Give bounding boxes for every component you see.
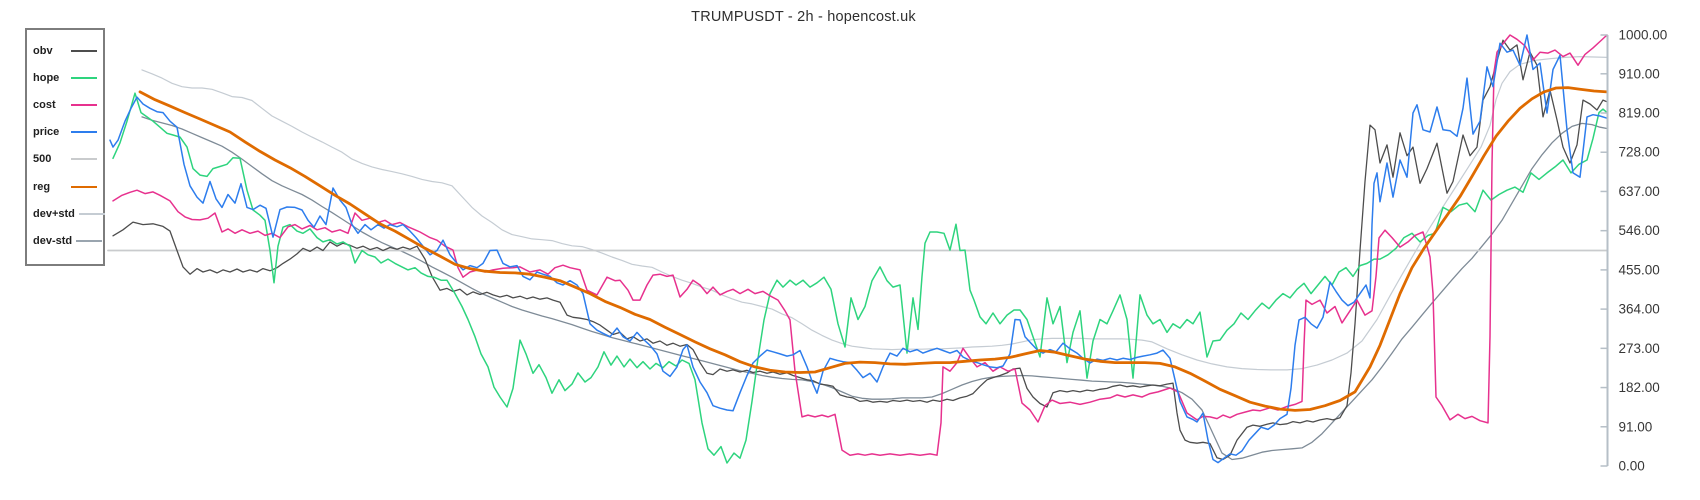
y-axis-label: 910.00 [1619,66,1660,81]
legend-label: cost [33,98,56,111]
y-axis-label: 1000.00 [1619,28,1668,43]
legend-label: obv [33,44,53,57]
legend-item-dev-plus-std[interactable]: dev+std [33,200,105,227]
line-swatch-icon [78,212,105,215]
legend-label: 500 [33,153,52,166]
y-axis-label: 637.00 [1619,184,1660,199]
legend-item-obv[interactable]: obv [33,37,97,64]
series-hope [112,92,1608,464]
line-swatch-icon [71,103,97,106]
series-reg [138,86,1609,412]
line-swatch-icon [71,131,97,134]
line-swatch-icon [71,185,97,188]
line-swatch-icon [76,239,103,242]
series-dev-std [141,116,1608,461]
legend-label: reg [33,180,51,193]
legend-item-hope[interactable]: hope [33,64,97,91]
legend-item-cost[interactable]: cost [33,91,97,118]
legend-label: price [33,126,60,139]
legend-item-reg[interactable]: reg [33,173,97,200]
legend-item-500[interactable]: 500 [33,146,97,173]
series-obv [112,39,1608,461]
legend-label: dev+std [33,207,75,220]
chart-title: TRUMPUSDT - 2h - hopencost.uk [691,9,916,25]
line-swatch-icon [71,158,97,161]
y-axis-label: 182.00 [1619,380,1660,395]
legend-box: obv hope cost price 500 reg dev+std dev [25,28,105,266]
line-swatch-icon [71,49,97,52]
legend-label: hope [33,71,60,84]
line-swatch-icon [71,76,97,79]
y-axis-label: 455.00 [1619,262,1660,277]
legend-label: dev-std [33,234,73,247]
legend-item-price[interactable]: price [33,119,97,146]
series-dev+std [141,55,1608,371]
y-axis-label: 546.00 [1619,223,1660,238]
y-axis-label: 0.00 [1619,459,1645,474]
y-axis-label: 364.00 [1619,302,1660,317]
y-axis-label: 273.00 [1619,341,1660,356]
y-axis-label: 91.00 [1619,419,1653,434]
series-lines [107,34,1609,464]
legend-item-dev-minus-std[interactable]: dev-std [33,227,103,254]
series-cost [112,34,1608,456]
y-axis: 1000.00 910.00 819.00 728.00 637.00 546.00 455… [1600,28,1668,474]
y-axis-label: 728.00 [1619,145,1660,160]
y-axis-label: 819.00 [1619,106,1660,121]
series-price [109,34,1608,464]
